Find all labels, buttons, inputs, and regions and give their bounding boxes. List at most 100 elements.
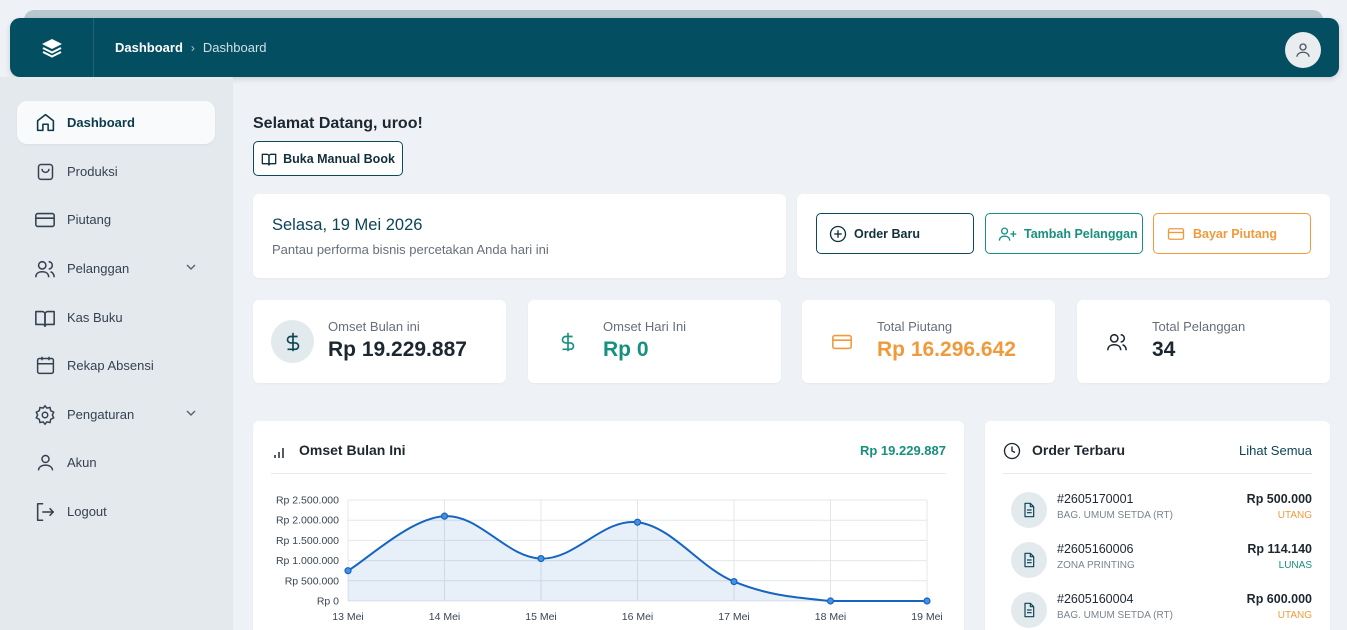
- y-tick-label: Rp 1.000.000: [276, 555, 339, 567]
- breadcrumb-item-root[interactable]: Dashboard: [115, 40, 183, 55]
- clock-icon: [1003, 442, 1021, 460]
- order-number: #2605160006: [1057, 542, 1134, 556]
- order-baru-label: Order Baru: [854, 226, 920, 241]
- document-icon: [1011, 592, 1047, 628]
- welcome-heading: Selamat Datang, uroo!: [253, 115, 423, 132]
- credit-card-icon: [820, 320, 863, 363]
- y-tick-label: Rp 2.000.000: [276, 515, 339, 527]
- sidebar-item-label: Pengaturan: [67, 407, 135, 422]
- tambah-pelanggan-button[interactable]: Tambah Pelanggan: [985, 213, 1143, 254]
- sidebar-item-label: Rekap Absensi: [67, 358, 154, 373]
- stat-label: Total Pelanggan: [1152, 319, 1246, 334]
- sidebar: Dashboard Produksi Piutang Pelanggan Kas…: [0, 77, 233, 630]
- stat-value: 34: [1152, 338, 1176, 361]
- sidebar-item-logout[interactable]: Logout: [17, 490, 215, 533]
- x-tick-label: 15 Mei: [525, 611, 557, 623]
- order-customer: BAG. UMUM SETDA (RT): [1057, 610, 1173, 621]
- y-tick-label: Rp 1.500.000: [276, 535, 339, 547]
- chevron-down-icon: [186, 264, 196, 271]
- order-amount: Rp 114.140: [1247, 542, 1312, 556]
- series-area: [348, 516, 927, 601]
- data-point: [344, 567, 352, 575]
- data-point: [923, 597, 931, 605]
- users-icon: [34, 258, 56, 280]
- dollar-icon: [271, 320, 314, 363]
- manual-book-button[interactable]: Buka Manual Book: [253, 141, 403, 176]
- lihat-semua-link[interactable]: Lihat Semua: [1239, 443, 1312, 458]
- order-baru-button[interactable]: Order Baru: [816, 213, 974, 254]
- shopping-bag-icon: [34, 161, 56, 183]
- user-avatar[interactable]: [1285, 32, 1321, 68]
- app-logo[interactable]: [10, 18, 94, 77]
- sidebar-item-kas-buku[interactable]: Kas Buku: [17, 296, 215, 339]
- x-tick-label: 19 Mei: [911, 611, 943, 623]
- credit-card-icon: [34, 209, 56, 231]
- stat-label: Total Piutang: [877, 319, 953, 334]
- sidebar-item-label: Kas Buku: [67, 310, 123, 325]
- users-icon: [1095, 320, 1138, 363]
- order-row[interactable]: #2605170001 BAG. UMUM SETDA (RT) Rp 500.…: [1011, 490, 1312, 530]
- chart-title: Omset Bulan Ini: [299, 442, 406, 458]
- sidebar-item-akun[interactable]: Akun: [17, 441, 215, 484]
- breadcrumb-item-current: Dashboard: [202, 40, 267, 55]
- orders-title: Order Terbaru: [1032, 442, 1126, 458]
- top-header: Dashboard › Dashboard: [10, 18, 1339, 77]
- book-icon: [261, 153, 277, 166]
- order-customer: BAG. UMUM SETDA (RT): [1057, 510, 1173, 521]
- sidebar-item-piutang[interactable]: Piutang: [17, 198, 215, 241]
- credit-card-icon: [1166, 225, 1186, 243]
- gear-icon: [34, 404, 56, 426]
- stat-card-total-pelanggan: Total Pelanggan 34: [1077, 300, 1330, 383]
- document-icon: [1011, 542, 1047, 578]
- bayar-piutang-button[interactable]: Bayar Piutang: [1153, 213, 1311, 254]
- bayar-piutang-label: Bayar Piutang: [1193, 226, 1278, 241]
- sidebar-item-produksi[interactable]: Produksi: [17, 150, 215, 193]
- chart-total: Rp 19.229.887: [859, 443, 946, 458]
- sidebar-item-label: Pelanggan: [67, 261, 130, 276]
- y-tick-label: Rp 500.000: [285, 575, 339, 587]
- sidebar-item-label: Produksi: [67, 164, 118, 179]
- bar-chart-icon: [274, 448, 284, 458]
- dollar-icon: [546, 320, 589, 363]
- user-icon: [1296, 43, 1310, 57]
- stat-value: Rp 19.229.887: [328, 338, 467, 361]
- omset-line-chart: Rp 0 Rp 500.000 Rp 1.000.000 Rp 1.500.000 Rp…: [276, 495, 943, 624]
- order-amount: Rp 500.000: [1246, 492, 1312, 506]
- divider: [271, 473, 946, 474]
- user-icon: [34, 452, 56, 474]
- data-point: [826, 597, 835, 605]
- sidebar-item-label: Piutang: [67, 212, 112, 227]
- sidebar-item-rekap-absensi[interactable]: Rekap Absensi: [17, 344, 215, 387]
- user-plus-icon: [998, 225, 1017, 243]
- sidebar-item-pelanggan[interactable]: Pelanggan: [17, 247, 215, 290]
- stat-label: Omset Bulan ini: [328, 319, 420, 334]
- stat-card-omset-bulan: Omset Bulan ini Rp 19.229.887: [253, 300, 506, 383]
- sidebar-item-dashboard[interactable]: Dashboard: [17, 101, 215, 144]
- quick-actions-card: Order Baru Tambah Pelanggan Bayar Piutan…: [797, 194, 1330, 278]
- plus-circle-icon: [829, 225, 847, 243]
- order-number: #2605170001: [1057, 492, 1134, 506]
- date-card: Selasa, 19 Mei 2026 Pantau performa bisn…: [253, 194, 786, 278]
- order-status-badge: UTANG: [1277, 510, 1312, 521]
- y-tick-label: Rp 2.500.000: [276, 495, 339, 507]
- layers-icon: [41, 38, 62, 57]
- x-tick-label: 16 Mei: [622, 611, 654, 623]
- sidebar-item-pengaturan[interactable]: Pengaturan: [17, 393, 215, 436]
- chevron-down-icon: [186, 410, 196, 417]
- order-row[interactable]: #2605160004 BAG. UMUM SETDA (RT) Rp 600.…: [1011, 590, 1312, 630]
- sidebar-item-label: Akun: [67, 455, 97, 470]
- x-tick-label: 14 Mei: [429, 611, 461, 623]
- data-point: [537, 554, 545, 563]
- divider: [1003, 473, 1312, 474]
- current-date: Selasa, 19 Mei 2026: [272, 216, 423, 234]
- omset-chart-card: Omset Bulan Ini Rp 19.229.887 Rp 0 Rp 500…: [253, 421, 964, 630]
- order-row[interactable]: #2605160006 ZONA PRINTING Rp 114.140 LUN…: [1011, 540, 1312, 580]
- stat-value: Rp 16.296.642: [877, 338, 1016, 361]
- breadcrumb: Dashboard › Dashboard: [115, 40, 267, 55]
- document-icon: [1011, 492, 1047, 528]
- sidebar-item-label: Dashboard: [67, 115, 135, 130]
- order-customer: ZONA PRINTING: [1057, 560, 1135, 571]
- x-tick-label: 18 Mei: [815, 611, 847, 623]
- x-tick-label: 13 Mei: [332, 611, 364, 623]
- manual-book-label: Buka Manual Book: [283, 151, 395, 166]
